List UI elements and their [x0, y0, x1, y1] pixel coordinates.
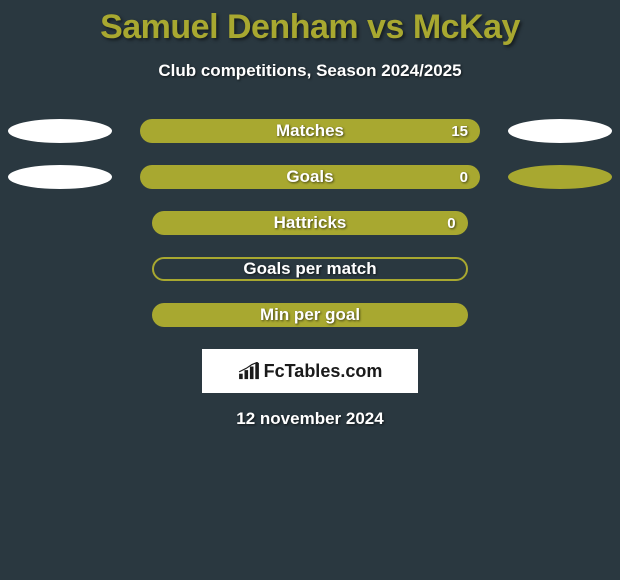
- stat-row: Min per goal: [0, 303, 620, 327]
- logo-box: FcTables.com: [202, 349, 418, 393]
- left-ellipse: [8, 119, 112, 143]
- stat-bar: Goals 0: [140, 165, 480, 189]
- stat-row: Goals per match: [0, 257, 620, 281]
- stat-value: 15: [451, 123, 468, 140]
- logo-text: FcTables.com: [264, 361, 383, 382]
- page-title: Samuel Denham vs McKay: [0, 8, 620, 47]
- stat-bar: Goals per match: [152, 257, 467, 281]
- stat-bar: Min per goal: [152, 303, 467, 327]
- stat-value: 0: [447, 215, 455, 232]
- stat-row: Goals 0: [0, 165, 620, 189]
- date-text: 12 november 2024: [0, 409, 620, 429]
- stat-label: Hattricks: [274, 213, 347, 233]
- stat-label: Matches: [276, 121, 344, 141]
- left-ellipse: [8, 165, 112, 189]
- logo-content: FcTables.com: [238, 361, 383, 382]
- stat-bar: Matches 15: [140, 119, 480, 143]
- stat-bar: Hattricks 0: [152, 211, 467, 235]
- stats-area: Matches 15 Goals 0 Hattricks 0 Goals per match…: [0, 119, 620, 327]
- right-ellipse: [508, 119, 612, 143]
- stat-label: Goals per match: [243, 259, 376, 279]
- bar-chart-icon: [238, 362, 260, 380]
- subtitle: Club competitions, Season 2024/2025: [0, 61, 620, 81]
- stat-label: Min per goal: [260, 305, 360, 325]
- comparison-infographic: Samuel Denham vs McKay Club competitions…: [0, 0, 620, 429]
- right-ellipse: [508, 165, 612, 189]
- stat-row: Hattricks 0: [0, 211, 620, 235]
- stat-label: Goals: [286, 167, 333, 187]
- stat-row: Matches 15: [0, 119, 620, 143]
- stat-value: 0: [460, 169, 468, 186]
